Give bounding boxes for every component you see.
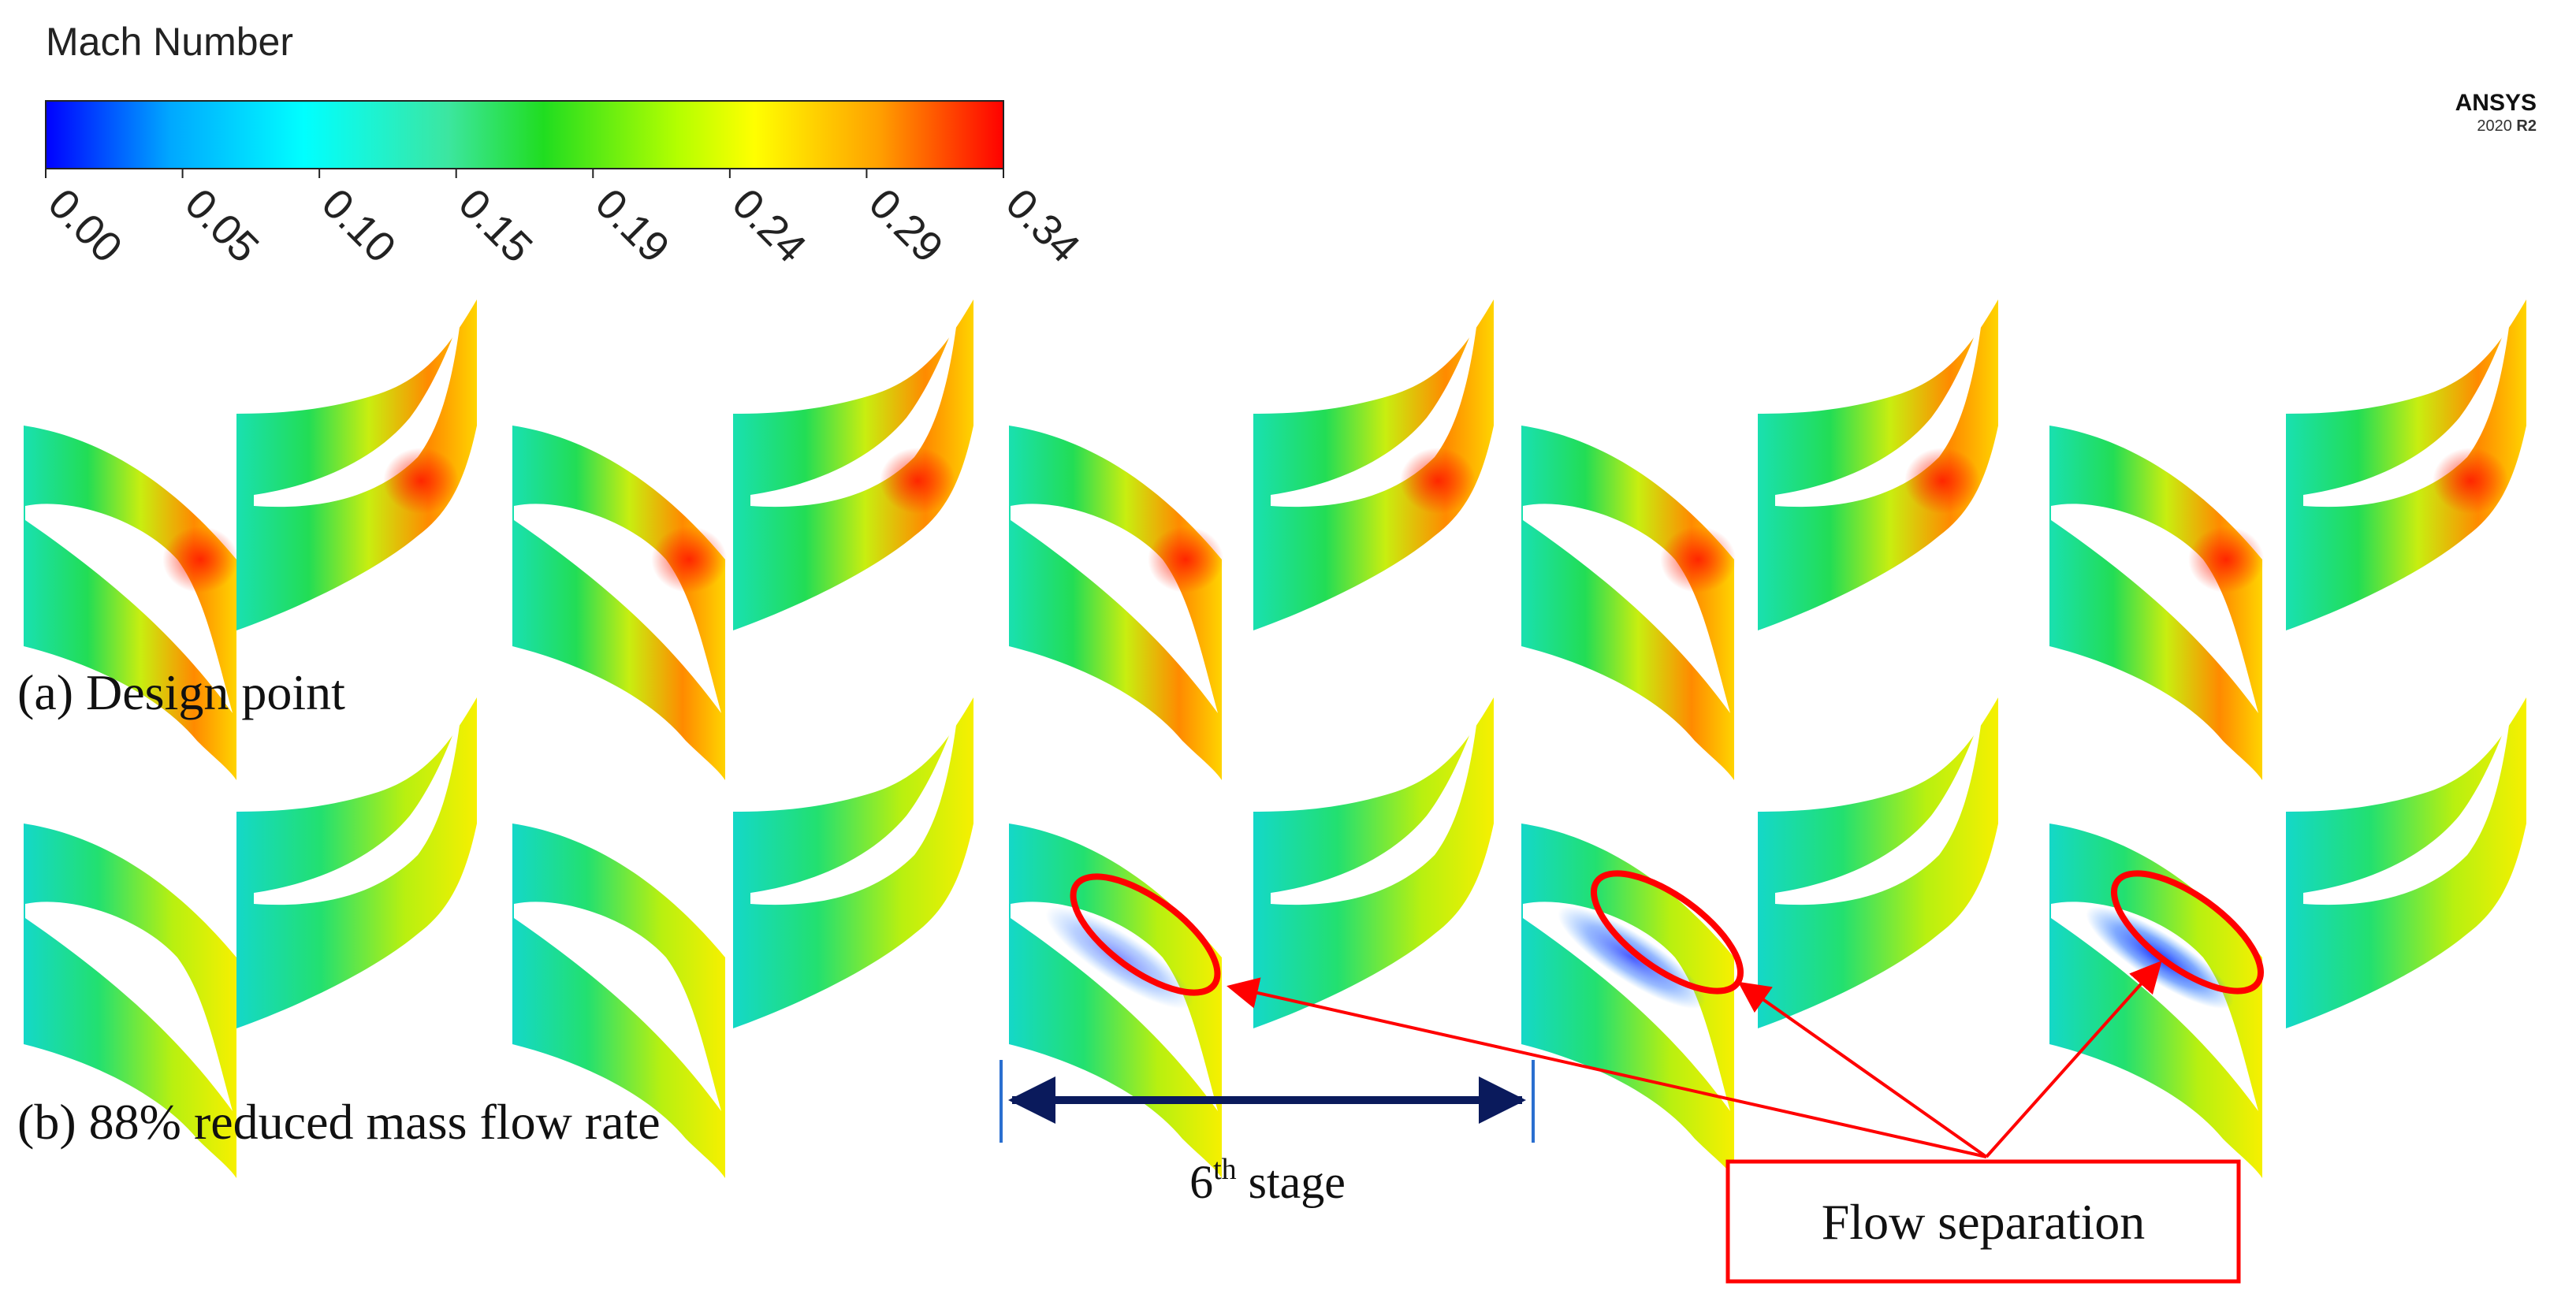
colorbar-tick-label: 0.19 <box>586 180 679 272</box>
callout-frame <box>1725 1159 2241 1284</box>
callout-box: Flow separation <box>1725 1159 2241 1284</box>
separation-zone <box>1558 906 1706 1009</box>
blade-profile <box>1011 504 1218 713</box>
stage-suffix: th <box>1213 1153 1237 1186</box>
blade-profile <box>2051 504 2258 713</box>
blade-passage <box>2286 299 2526 630</box>
colorbar-tick-label: 0.29 <box>860 180 952 272</box>
blade-profile <box>514 902 721 1111</box>
stage-word: stage <box>1237 1156 1346 1208</box>
blade-passage <box>24 426 248 780</box>
blade-profile <box>1775 713 1982 905</box>
blade-passage <box>1521 426 1746 780</box>
blade-profile <box>2303 713 2511 905</box>
colorbar-tick-label: 0.15 <box>449 180 542 272</box>
callout-arrow-2 <box>1737 981 1988 1158</box>
high-mach-zone <box>2148 504 2274 615</box>
callout-arrow-3 <box>1985 961 2162 1158</box>
colorbar-ticks: 0.00 0.05 0.10 0.15 0.19 0.24 0.29 0.34 <box>39 169 1089 272</box>
high-mach-zone <box>1360 426 1486 536</box>
colorbar-gradient <box>45 100 1004 169</box>
high-mach-zone <box>611 504 737 615</box>
blade-passage <box>1758 697 1998 1028</box>
high-mach-zone <box>343 426 469 536</box>
row-a-label: (a) Design point <box>17 664 345 720</box>
blade-profile <box>1271 713 1478 905</box>
blade-passage <box>1009 426 1234 780</box>
logo-version-release: R2 <box>2516 117 2537 135</box>
blade-profile <box>750 713 958 905</box>
colorbar-tick-label: 0.34 <box>997 180 1089 272</box>
high-mach-zone <box>2392 426 2518 536</box>
blade-passage <box>1253 299 1494 630</box>
callout-arrows <box>1227 961 2162 1158</box>
blade-profile <box>1523 504 1730 713</box>
colorbar-tick-label: 0.24 <box>723 180 815 272</box>
blade-passage <box>2049 426 2274 780</box>
blade-passage <box>512 426 737 780</box>
blade-profile <box>1523 902 1730 1111</box>
blade-passage <box>733 697 973 1028</box>
colorbar-tick-label: 0.05 <box>176 180 268 272</box>
blade-passage <box>512 824 725 1178</box>
blade-profile <box>2051 902 2258 1111</box>
blade-profile <box>25 902 233 1111</box>
blade-profile <box>254 713 461 905</box>
colorbar-tick-label: 0.10 <box>313 180 405 272</box>
callout-arrow-1 <box>1227 977 1987 1158</box>
logo-version-year: 2020 <box>2477 117 2512 135</box>
blade-profile <box>514 504 721 713</box>
blade-profile <box>25 504 233 713</box>
separation-ellipse-1 <box>1070 873 1221 996</box>
separation-ellipse-2 <box>1590 870 1744 995</box>
separation-ellipse-3 <box>2110 870 2265 995</box>
colorbar: Mach Number 0.00 0.05 0.10 0.15 0.19 0.24 0.29… <box>39 20 1089 272</box>
high-mach-zone <box>839 426 966 536</box>
separation-markers <box>1070 870 2265 996</box>
row-b-label: (b) 88% reduced mass flow rate <box>17 1094 661 1150</box>
callout-label: Flow separation <box>1822 1194 2146 1250</box>
colorbar-title: Mach Number <box>46 20 293 64</box>
high-mach-zone <box>1620 504 1746 615</box>
blade-passage <box>733 299 973 630</box>
blade-passage <box>2286 697 2526 1028</box>
blade-passage <box>236 697 477 1028</box>
blade-passage <box>24 824 236 1178</box>
logo-brand: ANSYS <box>2455 90 2537 116</box>
high-mach-zone <box>1864 426 1990 536</box>
stage-span-marker: 6th stage <box>1000 1060 1535 1208</box>
logo-version: 2020 R2 <box>2477 117 2537 135</box>
colorbar-tick-label: 0.00 <box>39 180 132 272</box>
blade-passage <box>236 299 477 630</box>
high-mach-zone <box>122 504 248 615</box>
high-mach-zone <box>1107 504 1234 615</box>
row-design-point <box>24 299 2526 780</box>
stage-label: 6th stage <box>1189 1153 1346 1208</box>
blade-passage <box>1758 299 1998 630</box>
blade-profile <box>1011 902 1218 1111</box>
stage-number: 6 <box>1189 1156 1213 1208</box>
blade-passage <box>1253 697 1494 1028</box>
ansys-logo: ANSYS 2020 R2 <box>2455 90 2537 135</box>
